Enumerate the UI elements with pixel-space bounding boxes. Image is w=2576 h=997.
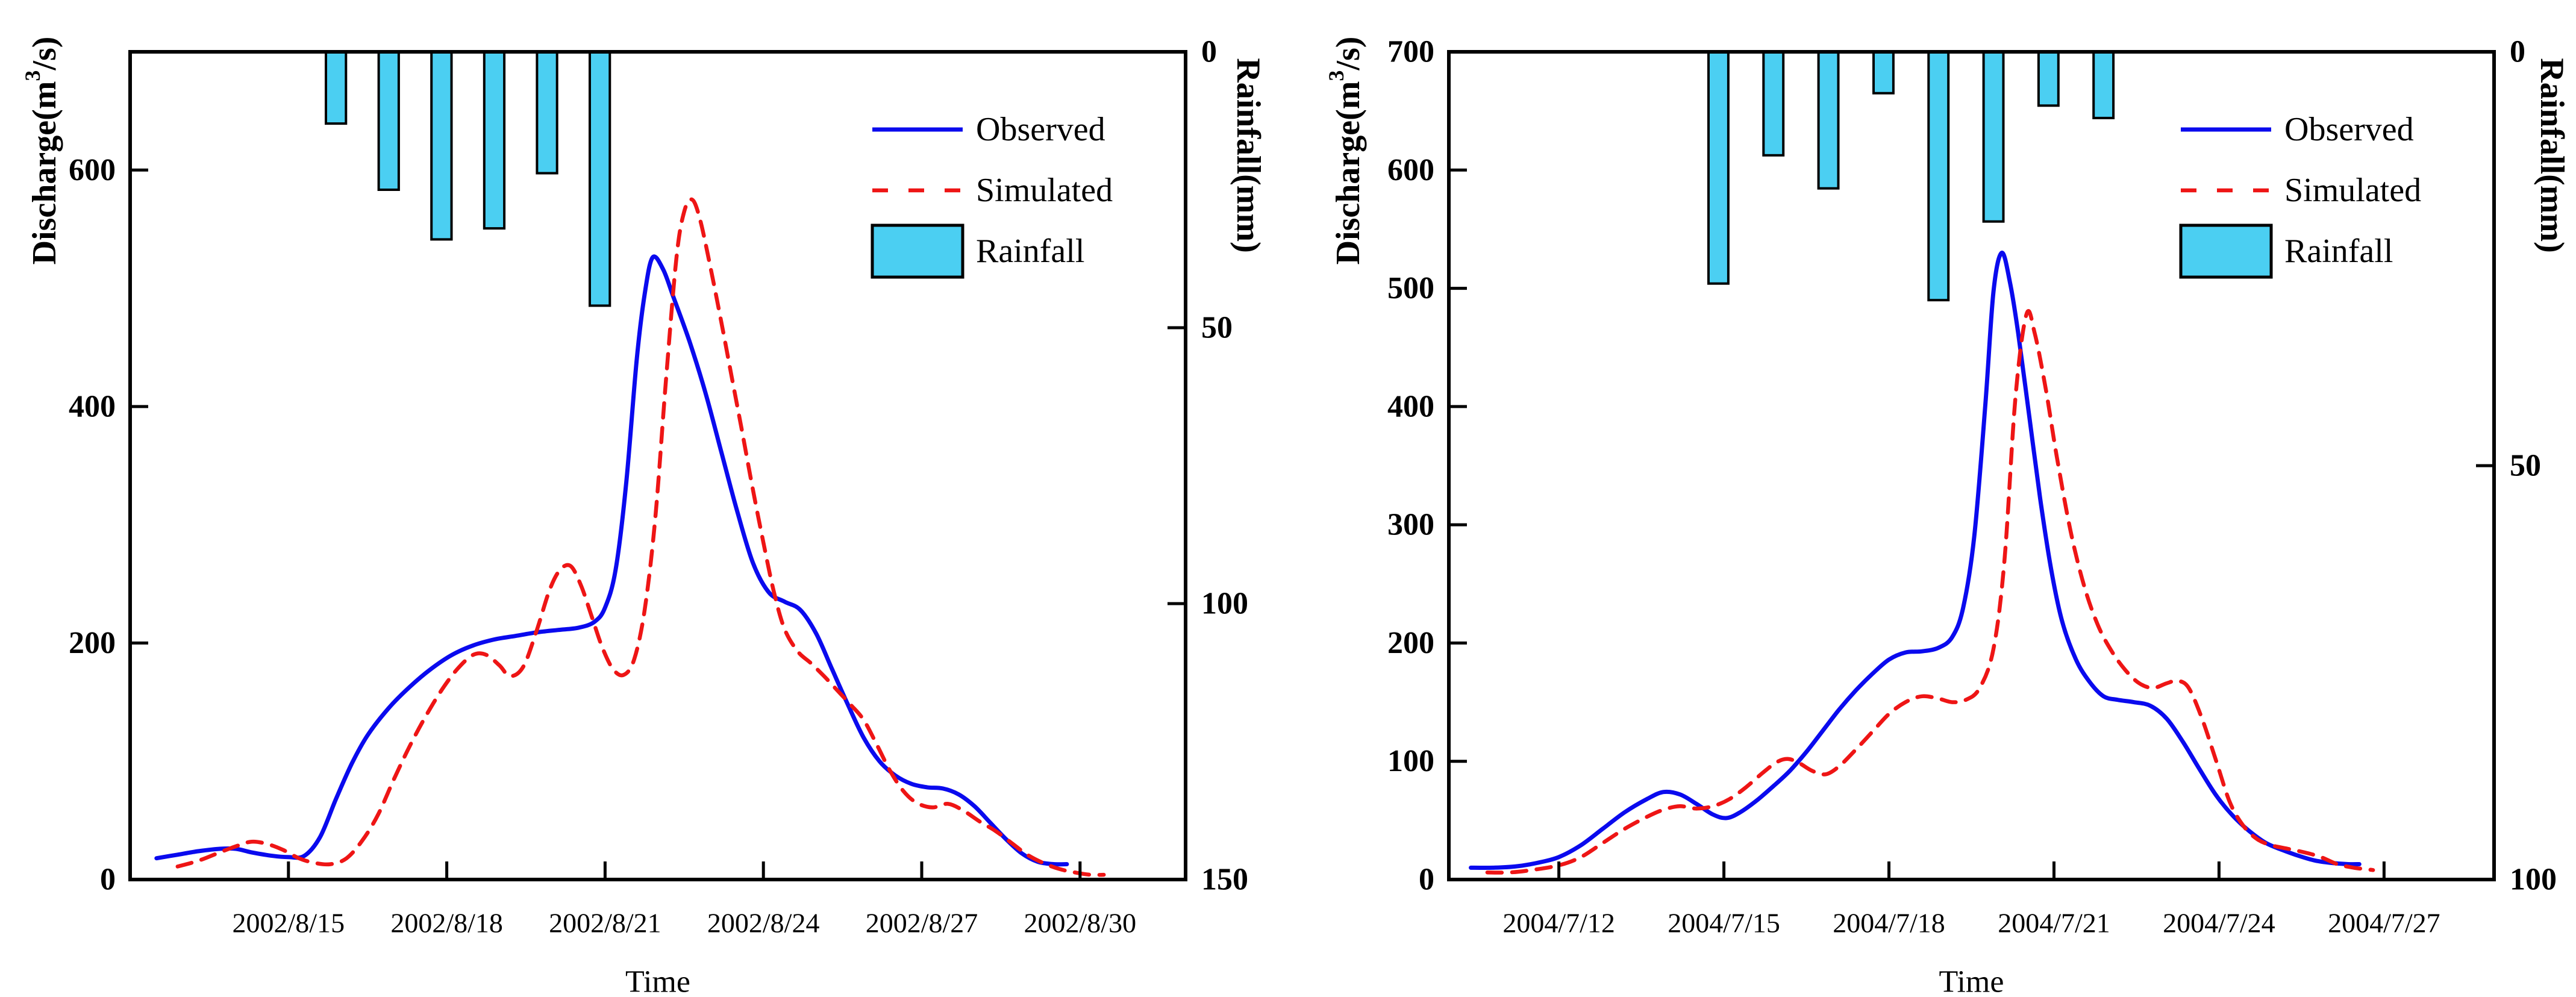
legend-rainfall-swatch bbox=[871, 223, 964, 279]
rainfall-bar bbox=[2037, 51, 2060, 107]
x-axis-label: Time bbox=[625, 965, 690, 997]
x-axis-label: Time bbox=[1939, 965, 2004, 997]
x-tick-label: 2002/8/30 bbox=[1024, 908, 1137, 939]
legend-observed-label: Observed bbox=[976, 111, 1105, 148]
x-tick-label: 2002/8/27 bbox=[866, 908, 978, 939]
rainfall-bar bbox=[325, 51, 348, 125]
x-tick-label: 2004/7/24 bbox=[2163, 908, 2275, 939]
y-left-tick-label: 400 bbox=[1387, 389, 1434, 423]
y-left-tick-label: 0 bbox=[100, 863, 116, 897]
rainfall-bar bbox=[536, 51, 558, 175]
legend-simulated-label: Simulated bbox=[976, 172, 1113, 209]
y-left-tick-label: 400 bbox=[69, 389, 116, 423]
y-left-tick-label: 200 bbox=[1387, 626, 1434, 660]
plot-border bbox=[128, 50, 1187, 881]
y-right-axis-label: Rainfall(mm) bbox=[2533, 58, 2571, 253]
rainfall-bar bbox=[1762, 51, 1785, 157]
y-left-axis-label: Discharge(m3/s) bbox=[1324, 37, 1367, 265]
x-tick-label: 2002/8/21 bbox=[549, 908, 661, 939]
x-tick-label: 2002/8/18 bbox=[390, 908, 503, 939]
rainfall-bar bbox=[589, 51, 611, 307]
chart-panel-right: 2004/7/12 2004/7/15 2004/7/18 2004/7/21 2004… bbox=[1324, 35, 2571, 997]
y-right-tick-label: 50 bbox=[1201, 311, 1233, 345]
x-tick-label: 2004/7/15 bbox=[1668, 908, 1780, 939]
observed-line bbox=[154, 254, 1069, 867]
simulated-line bbox=[1485, 308, 2375, 875]
rainfall-bar bbox=[1817, 51, 1840, 190]
y-right-tick-label: 100 bbox=[2510, 863, 2557, 897]
rainfall-bar bbox=[1982, 51, 2005, 223]
y-right-axis-label: Rainfall(mm) bbox=[1230, 58, 1267, 253]
y-right-tick-label: 0 bbox=[1201, 35, 1217, 69]
y-left-tick-label: 500 bbox=[1387, 271, 1434, 305]
y-right-tick-label: 100 bbox=[1201, 587, 1248, 621]
x-tick-label: 2004/7/12 bbox=[1502, 908, 1615, 939]
x-tick-label: 2002/8/15 bbox=[233, 908, 345, 939]
chart-panel-left: 2002/8/15 2002/8/18 2002/8/21 2002/8/24 2002… bbox=[20, 35, 1267, 997]
y-left-tick-label: 300 bbox=[1387, 508, 1434, 542]
legend-simulated-label: Simulated bbox=[2284, 172, 2421, 209]
x-tick-label: 2002/8/24 bbox=[707, 908, 820, 939]
rainfall-bar bbox=[2092, 51, 2115, 119]
rainfall-bar bbox=[483, 51, 506, 230]
y-left-axis-label: Discharge(m3/s) bbox=[20, 37, 63, 265]
legend-rainfall-label: Rainfall bbox=[2284, 233, 2393, 270]
y-left-tick-label: 200 bbox=[69, 626, 116, 660]
rainfall-bar bbox=[1927, 51, 1950, 302]
legend-rainfall-label: Rainfall bbox=[976, 233, 1084, 270]
y-right-tick-label: 50 bbox=[2510, 449, 2541, 483]
y-left-tick-label: 600 bbox=[69, 153, 116, 187]
rainfall-bar bbox=[1872, 51, 1895, 95]
y-right-tick-label: 0 bbox=[2510, 35, 2525, 69]
x-tick-label: 2004/7/21 bbox=[1998, 908, 2110, 939]
y-left-tick-label: 600 bbox=[1387, 153, 1434, 187]
legend-observed-label: Observed bbox=[2284, 111, 2414, 148]
legend: Observed Simulated Rainfall bbox=[871, 111, 1113, 279]
legend: Observed Simulated Rainfall bbox=[2179, 111, 2421, 279]
rainfall-bar bbox=[1707, 51, 1730, 285]
rainfall-bar bbox=[377, 51, 400, 191]
y-left-tick-label: 0 bbox=[1419, 863, 1434, 897]
x-tick-label: 2004/7/18 bbox=[1833, 908, 1945, 939]
simulated-line bbox=[175, 197, 1106, 877]
legend-rainfall-swatch bbox=[2179, 223, 2273, 279]
y-left-tick-label: 100 bbox=[1387, 744, 1434, 778]
y-left-tick-label: 700 bbox=[1387, 35, 1434, 69]
rainfall-bar bbox=[430, 51, 453, 241]
x-tick-label: 2004/7/27 bbox=[2328, 908, 2440, 939]
y-right-tick-label: 150 bbox=[1201, 863, 1248, 897]
observed-line bbox=[1469, 251, 2362, 870]
